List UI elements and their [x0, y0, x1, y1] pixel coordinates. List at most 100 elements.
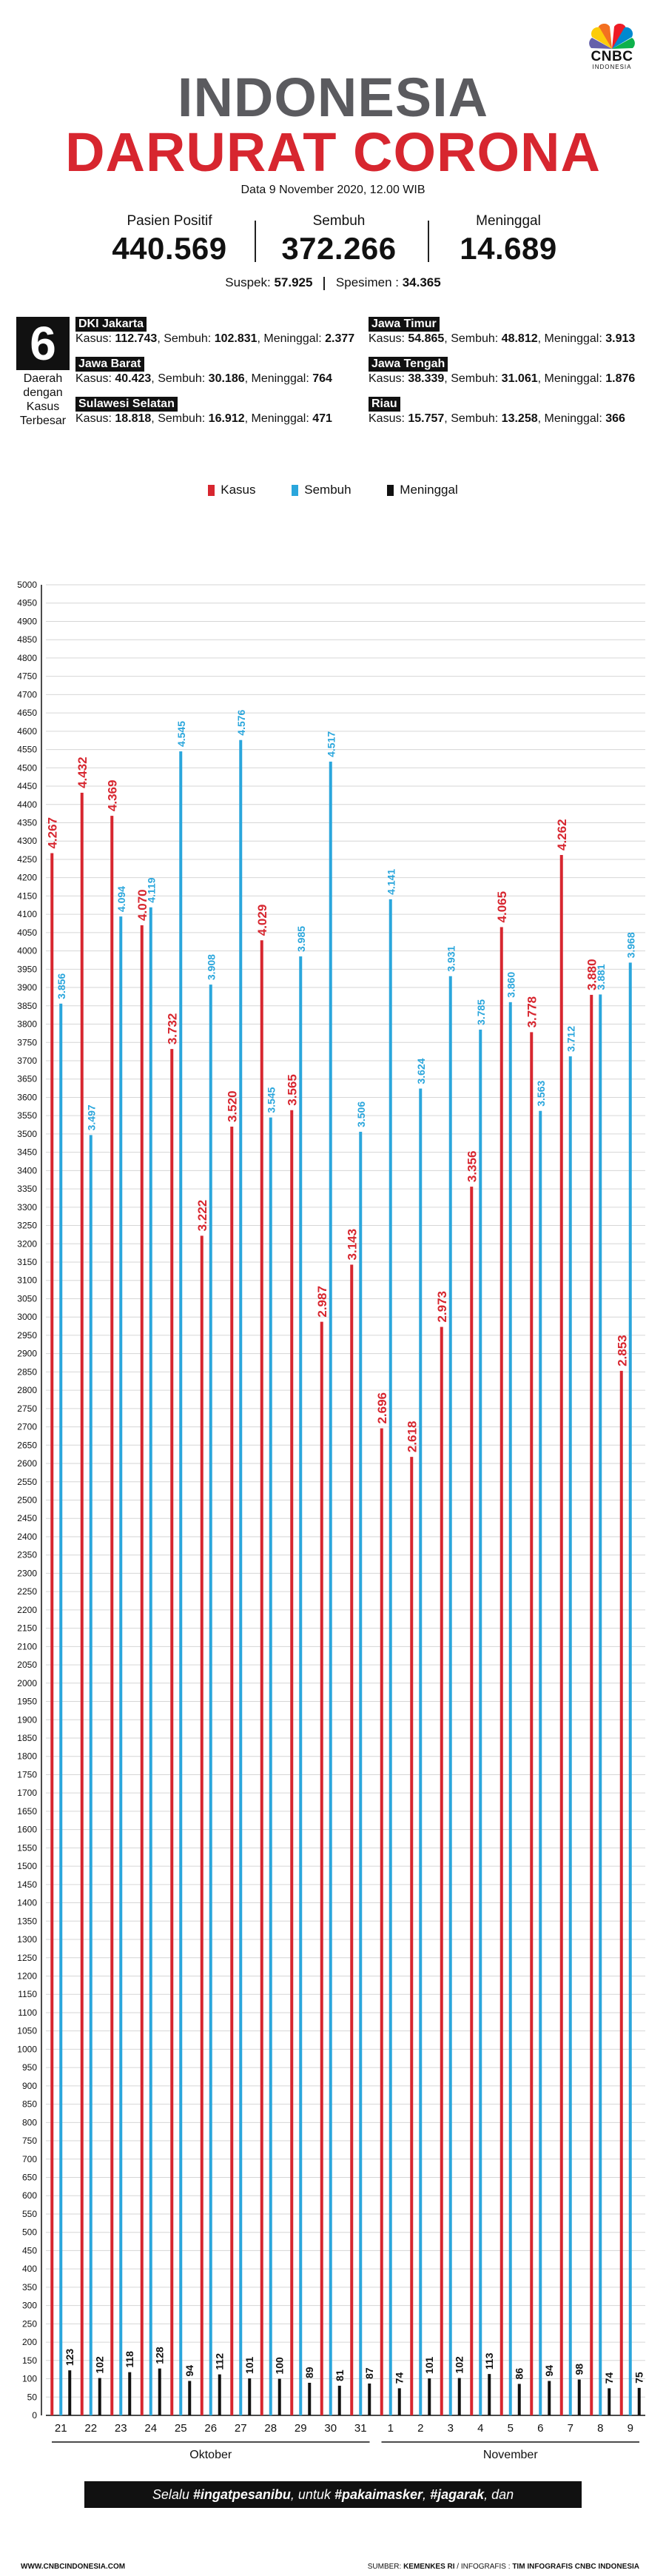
y-tick-label: 900 — [22, 2081, 37, 2091]
province-kasus-label: Kasus: — [369, 332, 408, 345]
y-tick-label: 650 — [22, 2173, 37, 2183]
legend-meninggal-label: Meninggal — [400, 483, 458, 497]
province-name: Sulawesi Selatan — [75, 397, 178, 412]
y-tick-label: 3150 — [17, 1257, 37, 1267]
bar-sembuh — [239, 739, 243, 2415]
y-tick-label: 4450 — [17, 781, 37, 791]
y-tick-label: 1700 — [17, 1788, 37, 1798]
province-meninggal-value: 471 — [312, 412, 332, 425]
bar-kasus — [410, 1457, 414, 2415]
stat-meninggal: Meninggal 14.689 — [423, 213, 593, 266]
legend-sembuh-swatch — [292, 485, 299, 497]
y-tick-label: 3350 — [17, 1184, 37, 1194]
province-kasus-value: 18.818 — [115, 412, 152, 425]
bar-sembuh — [508, 1002, 512, 2415]
y-tick-label: 3050 — [17, 1293, 37, 1304]
data-label-meninggal: 74 — [394, 2372, 406, 2384]
y-tick-label: 2250 — [17, 1586, 37, 1597]
x-tick-label: 5 — [508, 2422, 514, 2435]
y-tick-label: 3000 — [17, 1312, 37, 1322]
y-tick-label: 1200 — [17, 1970, 37, 1981]
y-tick-label: 4900 — [17, 616, 37, 626]
footer-source: SUMBER: KEMENKES RI / INFOGRAFIS : TIM I… — [368, 2563, 639, 2571]
data-label-meninggal: 98 — [574, 2364, 585, 2375]
x-tick-label: 31 — [354, 2422, 367, 2435]
y-tick-label: 1750 — [17, 1769, 37, 1780]
bar-kasus — [50, 853, 54, 2415]
data-label-meninggal: 74 — [603, 2372, 615, 2384]
data-label-kasus: 3.520 — [226, 1090, 240, 1122]
bar-meninggal — [68, 2370, 72, 2415]
data-label-sembuh: 3.881 — [595, 964, 607, 990]
x-tick-label: 24 — [144, 2422, 157, 2435]
bar-meninggal — [397, 2388, 401, 2415]
province-sembuh-label: , Sembuh: — [157, 332, 215, 345]
y-tick-label: 1600 — [17, 1825, 37, 1835]
data-label-sembuh: 3.712 — [565, 1026, 577, 1052]
bar-sembuh — [329, 761, 332, 2415]
bar-meninggal — [218, 2374, 221, 2415]
slogan-banner: Selalu #ingatpesanibu, untuk #pakaimaske… — [84, 2481, 582, 2529]
province-sembuh-label: , Sembuh: — [151, 372, 209, 385]
bar-sembuh — [539, 1110, 542, 2415]
province-kasus-label: Kasus: — [75, 372, 115, 385]
province-sembuh-label: , Sembuh: — [444, 412, 502, 425]
data-label-sembuh: 4.094 — [115, 886, 127, 912]
y-tick-label: 2500 — [17, 1495, 37, 1506]
x-tick-label: 22 — [84, 2422, 97, 2435]
y-tick-label: 600 — [22, 2190, 37, 2201]
y-tick-label: 100 — [22, 2374, 37, 2384]
legend-kasus: Kasus — [208, 483, 256, 497]
y-tick-label: 4400 — [17, 799, 37, 810]
bar-kasus — [530, 1032, 534, 2415]
province-meninggal-value: 764 — [312, 372, 332, 385]
y-tick-label: 3950 — [17, 964, 37, 974]
slogan-text: Selalu — [152, 2487, 193, 2502]
y-tick-label: 1400 — [17, 1898, 37, 1908]
footer-source-label: SUMBER: — [367, 2563, 404, 2571]
province-sembuh-value: 30.186 — [208, 372, 245, 385]
province-meninggal-label: , Meninggal: — [537, 372, 606, 385]
province-kasus-label: Kasus: — [369, 412, 408, 425]
data-label-meninggal: 101 — [243, 2356, 255, 2374]
y-tick-label: 2150 — [17, 1623, 37, 1634]
province-item: DKI Jakarta Kasus: 112.743, Sembuh: 102.8… — [75, 317, 354, 346]
y-tick-label: 2750 — [17, 1403, 37, 1414]
y-tick-label: 850 — [22, 2099, 37, 2110]
data-label-meninggal: 112 — [214, 2353, 226, 2370]
stat-divider — [255, 221, 256, 262]
bar-meninggal — [278, 2378, 281, 2415]
y-tick-label: 1350 — [17, 1916, 37, 1926]
y-tick-label: 1500 — [17, 1861, 37, 1871]
y-tick-label: 50 — [27, 2392, 38, 2402]
y-tick-label: 2550 — [17, 1477, 37, 1487]
y-tick-label: 0 — [32, 2410, 37, 2421]
y-tick-label: 350 — [22, 2282, 37, 2292]
data-label-sembuh: 3.624 — [415, 1058, 427, 1084]
province-meninggal-label: , Meninggal: — [537, 412, 606, 425]
y-tick-label: 4500 — [17, 762, 37, 773]
data-label-meninggal: 94 — [184, 2365, 195, 2377]
x-tick-label: 30 — [324, 2422, 337, 2435]
bar-sembuh — [479, 1029, 482, 2415]
slogan-hashtag: #ingatpesanibu — [192, 2487, 291, 2502]
y-tick-label: 2100 — [17, 1641, 37, 1651]
y-tick-label: 2650 — [17, 1440, 37, 1450]
y-tick-label: 1950 — [17, 1697, 37, 1707]
bar-sembuh — [209, 985, 212, 2415]
bar-sembuh — [299, 956, 303, 2415]
suspek-label: Suspek: — [225, 275, 275, 289]
bar-meninggal — [158, 2368, 161, 2415]
y-tick-label: 4650 — [17, 708, 37, 718]
y-tick-label: 1300 — [17, 1934, 37, 1945]
province-sembuh-label: , Sembuh: — [444, 332, 502, 345]
bar-kasus — [80, 792, 84, 2415]
y-tick-label: 4100 — [17, 909, 37, 919]
y-tick-label: 2600 — [17, 1458, 37, 1469]
y-tick-label: 3900 — [17, 982, 37, 993]
legend-kasus-label: Kasus — [221, 483, 256, 497]
data-label-kasus: 3.732 — [166, 1013, 180, 1045]
y-tick-label: 4350 — [17, 817, 37, 828]
data-label-sembuh: 4.576 — [235, 709, 247, 735]
x-tick-label: 3 — [448, 2422, 454, 2435]
